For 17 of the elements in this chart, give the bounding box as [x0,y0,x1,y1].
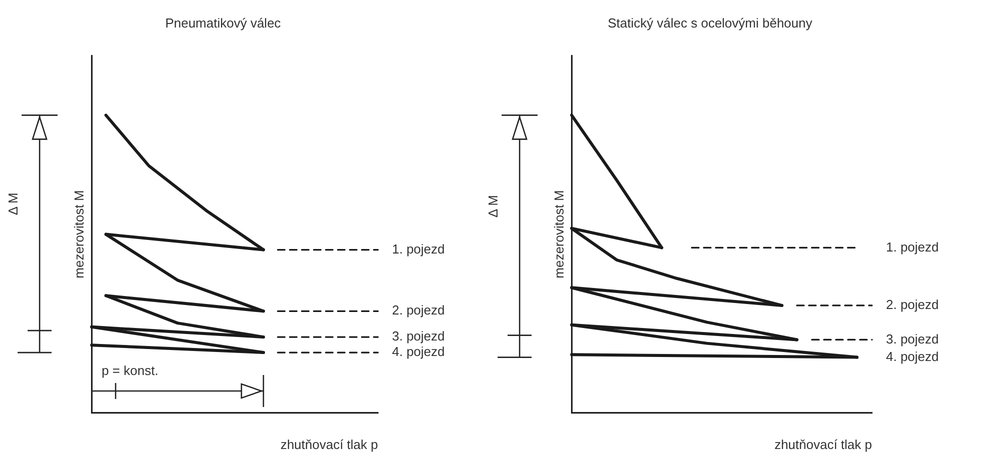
x-axis-title: zhutňovací tlak p [280,436,378,452]
chart-title: Statický válec s ocelovými běhouny [608,15,813,30]
text: 4. pojezd [886,348,939,364]
series-label: 2. pojezd [886,297,939,312]
series-label: 3. pojezd [392,328,445,344]
series-label: 1. pojezd [392,241,445,256]
annotation: p = konst. [102,363,158,378]
series-label: 4. pojezd [392,344,445,360]
series-label: 3. pojezd [886,331,939,346]
y-axis-title: mezerovitost M [551,190,566,278]
text: Δ M [6,192,21,216]
text: Δ M [486,195,501,218]
series-label: 2. pojezd [392,302,445,318]
y-axis-title: mezerovitost M [71,190,86,278]
x-axis-title: zhutňovací tlak p [774,436,872,452]
chart-title: Pneumatikový válec [165,15,282,30]
text: 1. pojezd [886,239,939,254]
